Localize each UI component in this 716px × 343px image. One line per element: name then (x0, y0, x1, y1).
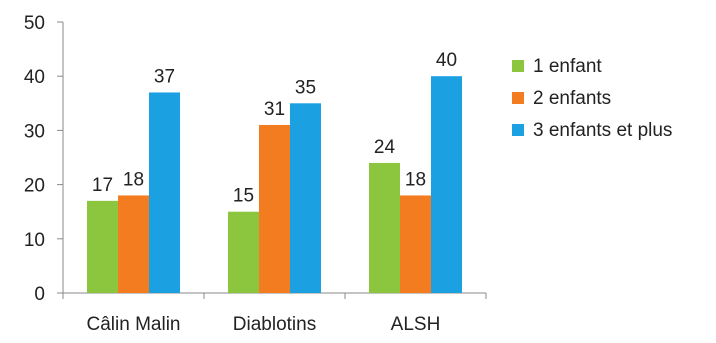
bar (87, 200, 118, 293)
bar (118, 195, 149, 293)
x-category-label: Câlin Malin (87, 314, 181, 335)
data-label: 37 (154, 66, 175, 87)
bar (228, 211, 259, 293)
legend-swatch (512, 124, 524, 136)
y-tick-label: 40 (24, 67, 45, 88)
y-tick-label: 10 (24, 230, 45, 251)
data-label: 31 (264, 99, 285, 120)
bar (431, 76, 462, 293)
legend-swatch (512, 60, 524, 72)
legend-label: 3 enfants et plus (533, 120, 672, 141)
y-tick-label: 20 (24, 176, 45, 197)
y-tick-label: 50 (24, 13, 45, 34)
x-category-label: Diablotins (233, 314, 316, 335)
legend-label: 2 enfants (533, 88, 611, 109)
data-label: 24 (374, 137, 396, 158)
bar (149, 92, 180, 294)
legend-swatch (512, 92, 524, 104)
data-label: 35 (295, 77, 316, 98)
data-label: 15 (233, 186, 254, 207)
x-category-label: ALSH (391, 314, 441, 335)
data-label: 17 (92, 175, 113, 196)
data-label: 18 (405, 169, 426, 190)
legend-label: 1 enfant (533, 56, 602, 77)
data-label: 40 (436, 50, 457, 71)
y-tick-label: 30 (24, 121, 45, 142)
bar (259, 124, 290, 293)
data-label: 18 (123, 169, 144, 190)
bar (290, 103, 321, 293)
y-tick-label: 0 (34, 284, 45, 305)
bar (400, 195, 431, 293)
bar (369, 162, 400, 293)
